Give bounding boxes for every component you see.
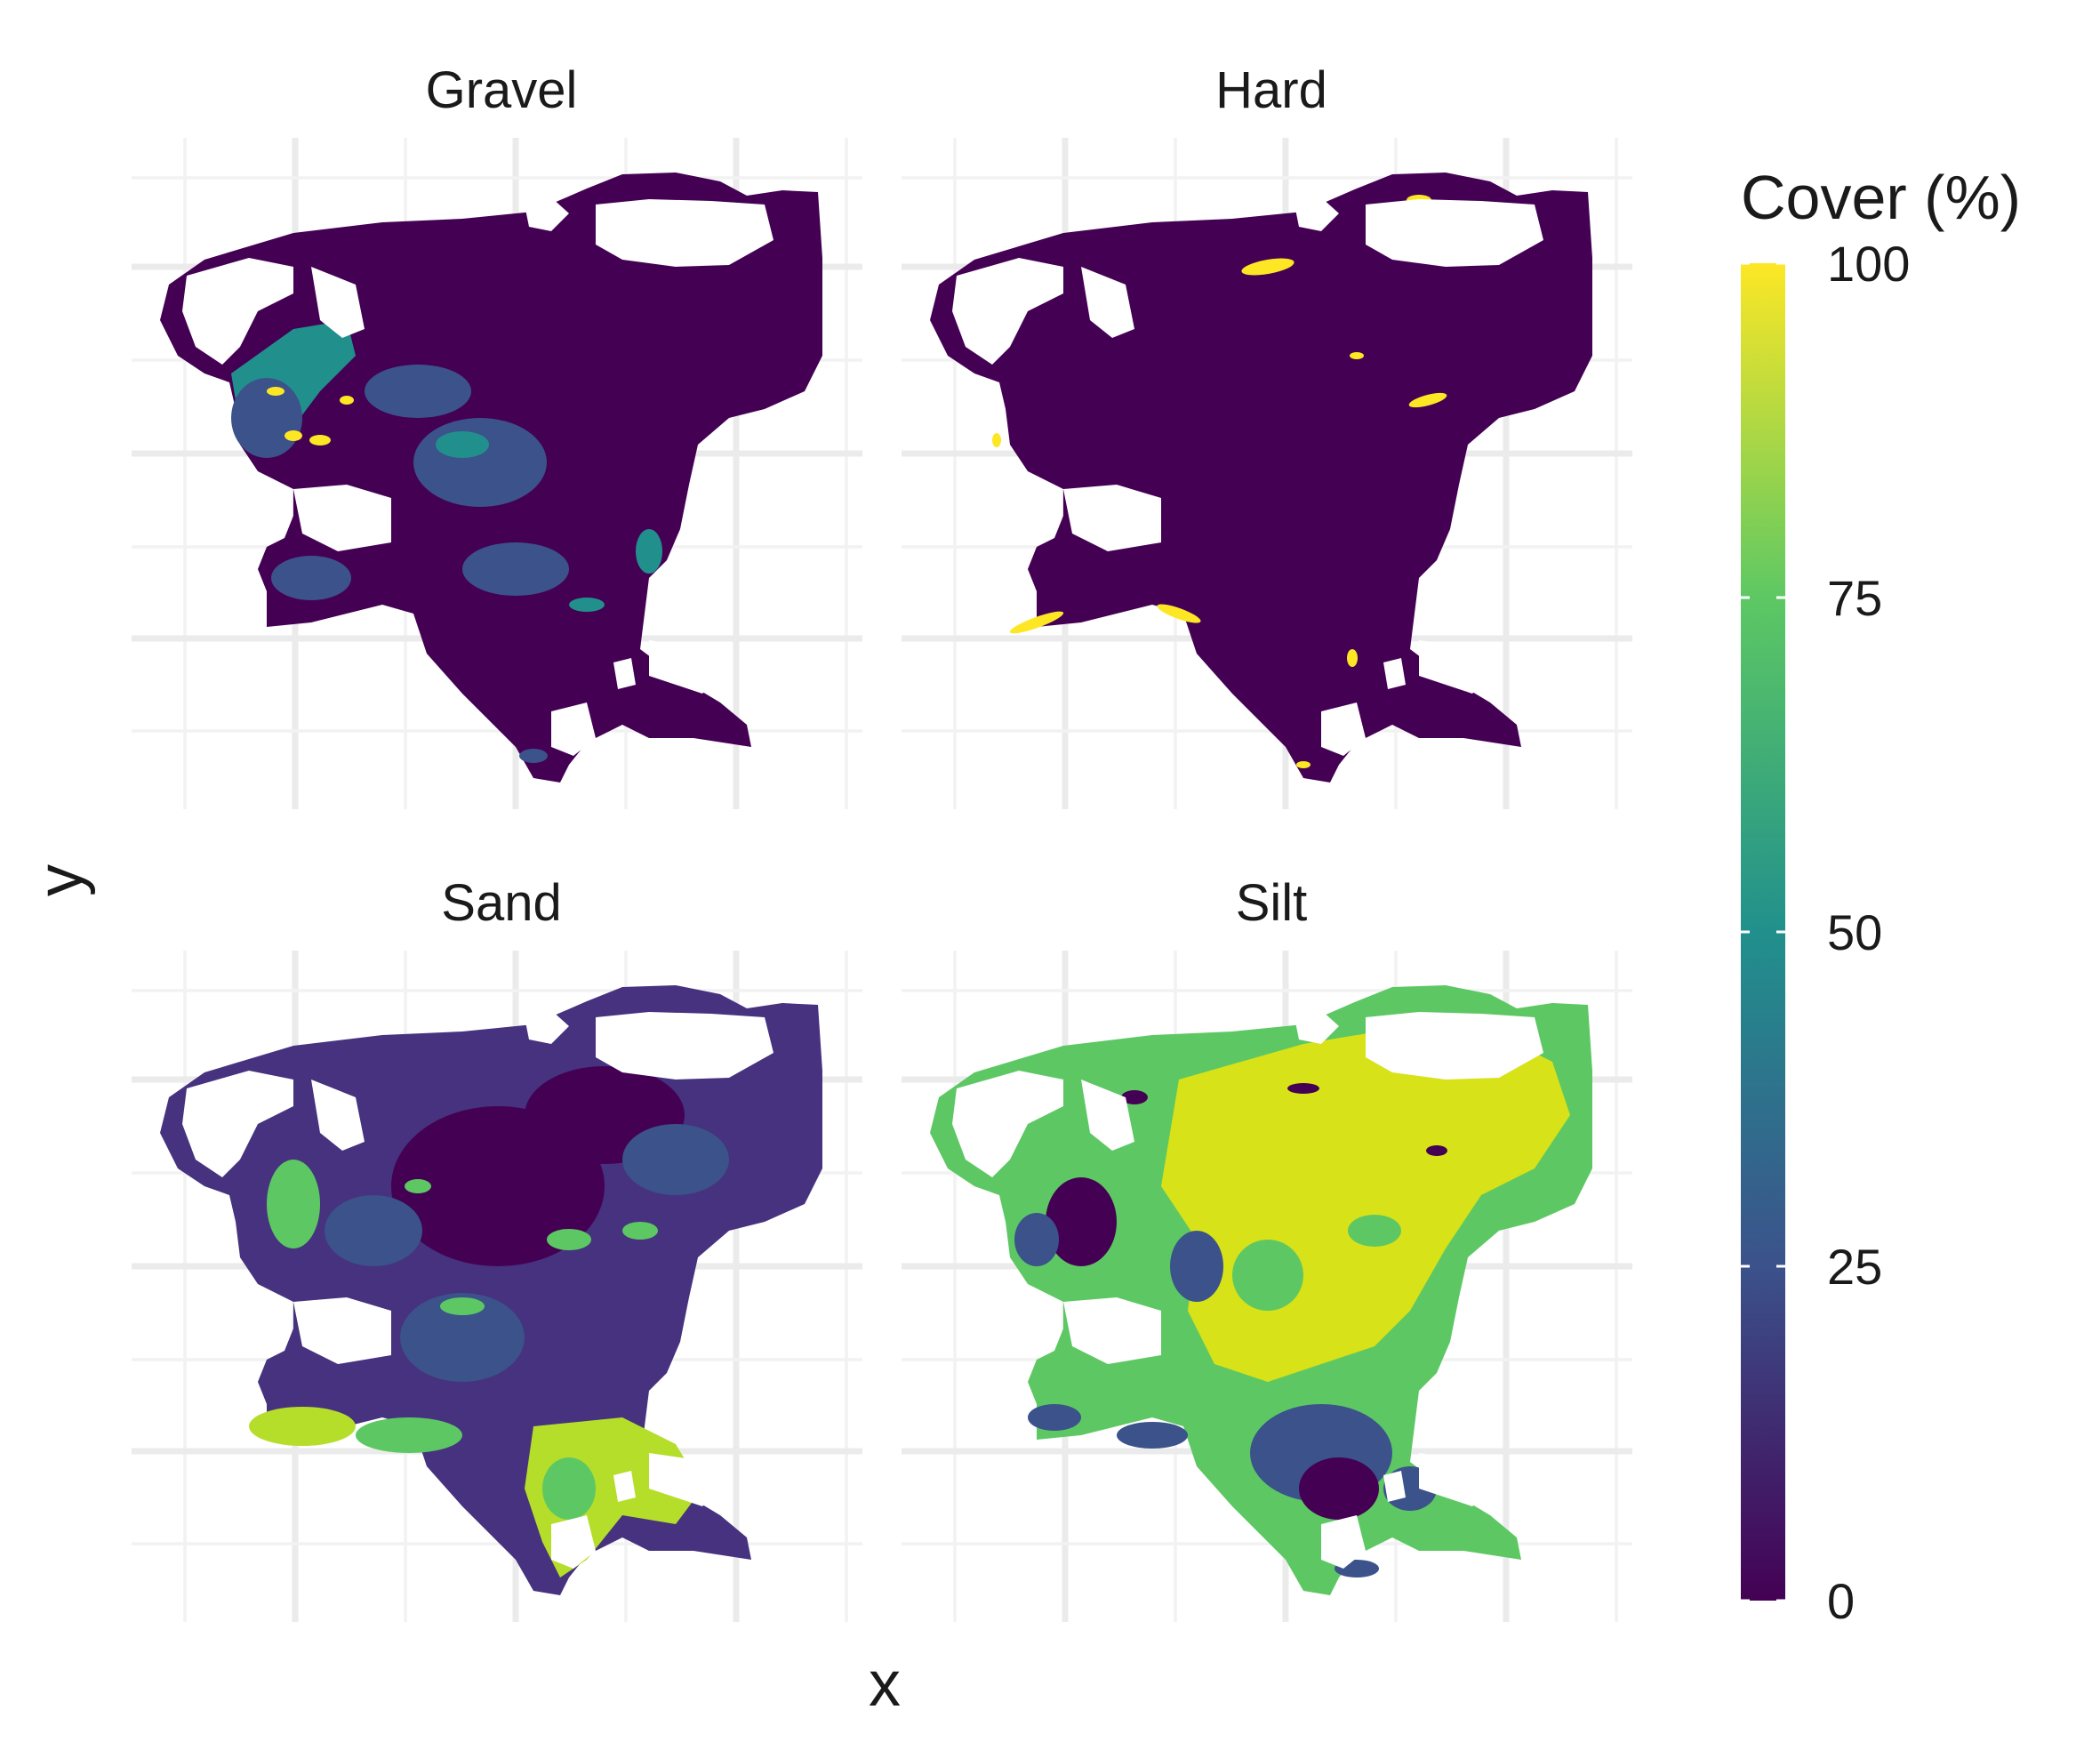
x-axis-title: x bbox=[869, 1649, 901, 1720]
legend-tick-label: 100 bbox=[1827, 236, 1910, 292]
no-data-holes bbox=[182, 1010, 773, 1569]
legend: Cover (%) 0 25 50 75 100 bbox=[1741, 163, 2021, 1629]
gravel-patches bbox=[231, 320, 662, 763]
legend-ticks: 0 25 50 75 100 bbox=[1741, 236, 1910, 1629]
silt-patches bbox=[1014, 1026, 1570, 1577]
panel-title-silt: Silt bbox=[1236, 874, 1308, 932]
legend-tick-label: 0 bbox=[1827, 1573, 1855, 1629]
legend-tick-label: 25 bbox=[1827, 1239, 1882, 1295]
y-axis-title: y bbox=[25, 864, 96, 896]
panel-gravel bbox=[132, 138, 862, 809]
legend-title: Cover (%) bbox=[1741, 163, 2021, 232]
no-data-holes bbox=[182, 197, 773, 756]
no-data-holes bbox=[952, 1010, 1543, 1569]
legend-tick-label: 50 bbox=[1827, 904, 1882, 960]
legend-tick-label: 75 bbox=[1827, 570, 1882, 626]
panel-silt bbox=[902, 951, 1632, 1622]
no-data-holes bbox=[952, 197, 1543, 756]
panel-title-hard: Hard bbox=[1215, 61, 1327, 119]
land-raster bbox=[930, 173, 1592, 783]
panel-title-gravel: Gravel bbox=[426, 61, 578, 119]
panel-hard bbox=[902, 138, 1632, 809]
panel-sand bbox=[132, 951, 862, 1622]
panels bbox=[132, 138, 1632, 1622]
panel-title-sand: Sand bbox=[441, 874, 561, 932]
